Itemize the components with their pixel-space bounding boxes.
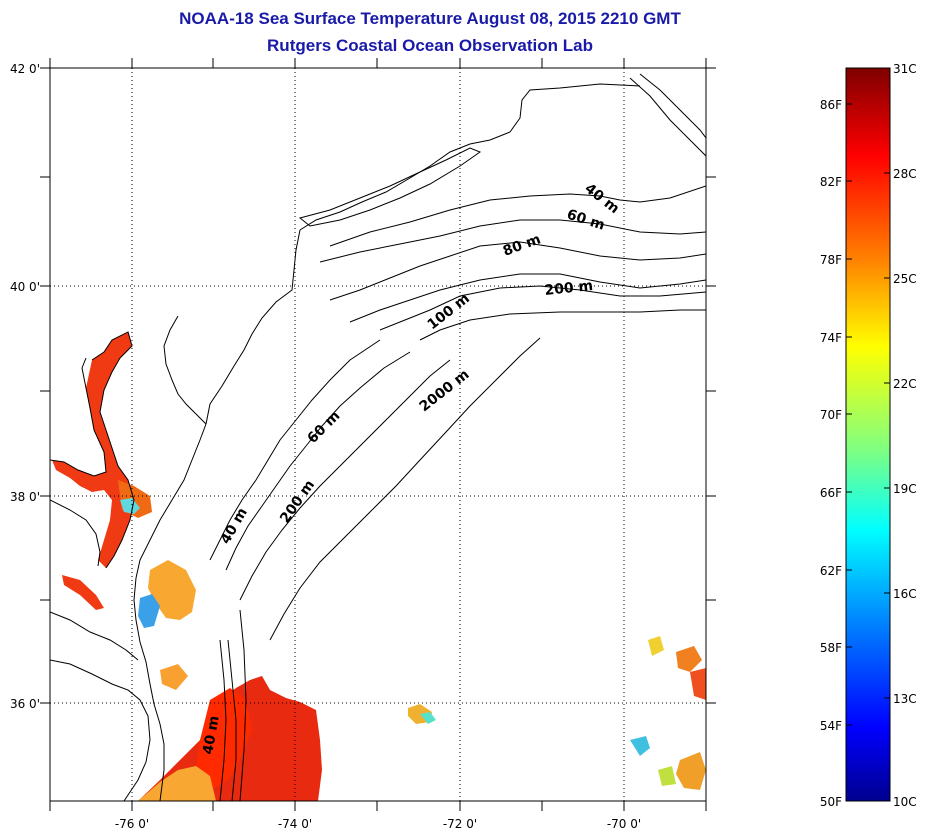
coastline-pamlico: [50, 659, 151, 801]
contour-100m: [349, 273, 706, 323]
coastline-albemarle: [50, 611, 139, 661]
cbar-label-66f: 66F: [820, 486, 842, 500]
sst-patch-nc-coast: [160, 664, 188, 690]
sst-patch-east-3: [676, 752, 706, 790]
cbar-label-78f: 78F: [820, 253, 842, 267]
contour-label-200m-ne: 200 m: [544, 278, 594, 299]
cbar-label-74f: 74F: [820, 331, 842, 345]
lon-label-74: -74 0': [278, 817, 312, 831]
colorbar-fahrenheit-labels: 86F 82F 78F 74F 70F 66F 62F 58F 54F 50F: [820, 98, 842, 809]
map-frame: [49, 67, 707, 802]
sst-patch-east-mix: [658, 766, 676, 786]
sst-patch-gulfstream-warm: [196, 688, 252, 790]
contour-gulfstream-inner: [227, 639, 237, 801]
lat-label-40: 40 0': [10, 280, 40, 294]
contour-40m-south: [209, 339, 381, 561]
contour-200m-south: [239, 359, 451, 601]
cbar-label-50f: 50F: [820, 795, 842, 809]
axis-ticks: [40, 58, 716, 811]
map-title: NOAA-18 Sea Surface Temperature August 0…: [179, 9, 681, 28]
sst-patch-bay-cool: [120, 498, 140, 514]
sst-patch-east-1: [676, 646, 702, 672]
coastline-chesapeake: [91, 331, 135, 569]
cbar-label-25c: 25C: [893, 272, 917, 286]
sst-patch-va-cool: [138, 594, 160, 628]
cbar-label-54f: 54F: [820, 719, 842, 733]
sst-patch-va-offshore: [148, 560, 196, 620]
lon-label-76: -76 0': [115, 817, 149, 831]
cbar-label-10c: 10C: [893, 795, 917, 809]
contour-label-40m-south: 40 m: [200, 715, 223, 756]
lat-label-38: 38 0': [10, 490, 40, 504]
cbar-label-82f: 82F: [820, 175, 842, 189]
sst-patch-east-small: [648, 636, 664, 656]
contour-2000m: [419, 309, 706, 341]
contour-northeast: [629, 77, 706, 157]
contour-60m-south: [225, 351, 411, 571]
cbar-label-86f: 86F: [820, 98, 842, 112]
coastline-long-island: [298, 147, 482, 227]
cbar-label-58f: 58F: [820, 641, 842, 655]
graticule: [50, 68, 706, 801]
map-subtitle: Rutgers Coastal Ocean Observation Lab: [267, 36, 593, 55]
contour-200m-north: [379, 285, 706, 331]
contour-60m-north: [319, 219, 706, 263]
cbar-label-62f: 62F: [820, 564, 842, 578]
sst-patch-chesapeake: [52, 332, 134, 568]
coastline-north: [299, 83, 641, 231]
cbar-label-13c: 13C: [893, 692, 917, 706]
contour-40m-north: [329, 185, 706, 247]
latitude-labels: 42 0' 40 0' 38 0' 36 0': [10, 62, 40, 711]
coastline-va-nc: [133, 577, 165, 801]
lat-label-36: 36 0': [10, 697, 40, 711]
contour-gulfstream-edge: [219, 639, 227, 801]
cbar-label-28c: 28C: [893, 167, 917, 181]
temperature-patches: [52, 332, 706, 801]
longitude-labels: -76 0' -74 0' -72 0' -70 0': [115, 817, 641, 831]
lon-label-70: -70 0': [607, 817, 641, 831]
coastline-delmarva: [135, 423, 207, 579]
cbar-label-22c: 22C: [893, 377, 917, 391]
colorbar-gradient: [845, 67, 891, 802]
coastline-bathymetry: [50, 73, 706, 801]
coastline-nj: [205, 229, 301, 425]
lon-label-72: -72 0': [443, 817, 477, 831]
sst-patch-east-2: [690, 668, 706, 700]
colorbar-ticks: [846, 67, 890, 726]
colorbar-celsius-labels: 31C 28C 25C 22C 19C 16C 13C 10C: [893, 62, 917, 809]
cbar-label-19c: 19C: [893, 482, 917, 496]
cbar-label-31c: 31C: [893, 62, 917, 76]
cbar-label-70f: 70F: [820, 408, 842, 422]
lat-label-42: 42 0': [10, 62, 40, 76]
sst-patch-bay-inlet: [62, 575, 104, 610]
sst-patch-shelf: [138, 766, 216, 801]
sst-patch-east-cool: [630, 736, 650, 756]
contour-slope: [239, 609, 247, 801]
coastline-west-shore: [50, 357, 107, 477]
sst-patch-small-cool: [420, 712, 436, 724]
cbar-label-16c: 16C: [893, 587, 917, 601]
contour-northeast-2: [639, 73, 706, 139]
contour-2000m-south: [269, 337, 541, 641]
coastline-delaware: [163, 315, 207, 425]
coastline-potomac: [50, 499, 101, 567]
contour-80m: [329, 241, 706, 301]
